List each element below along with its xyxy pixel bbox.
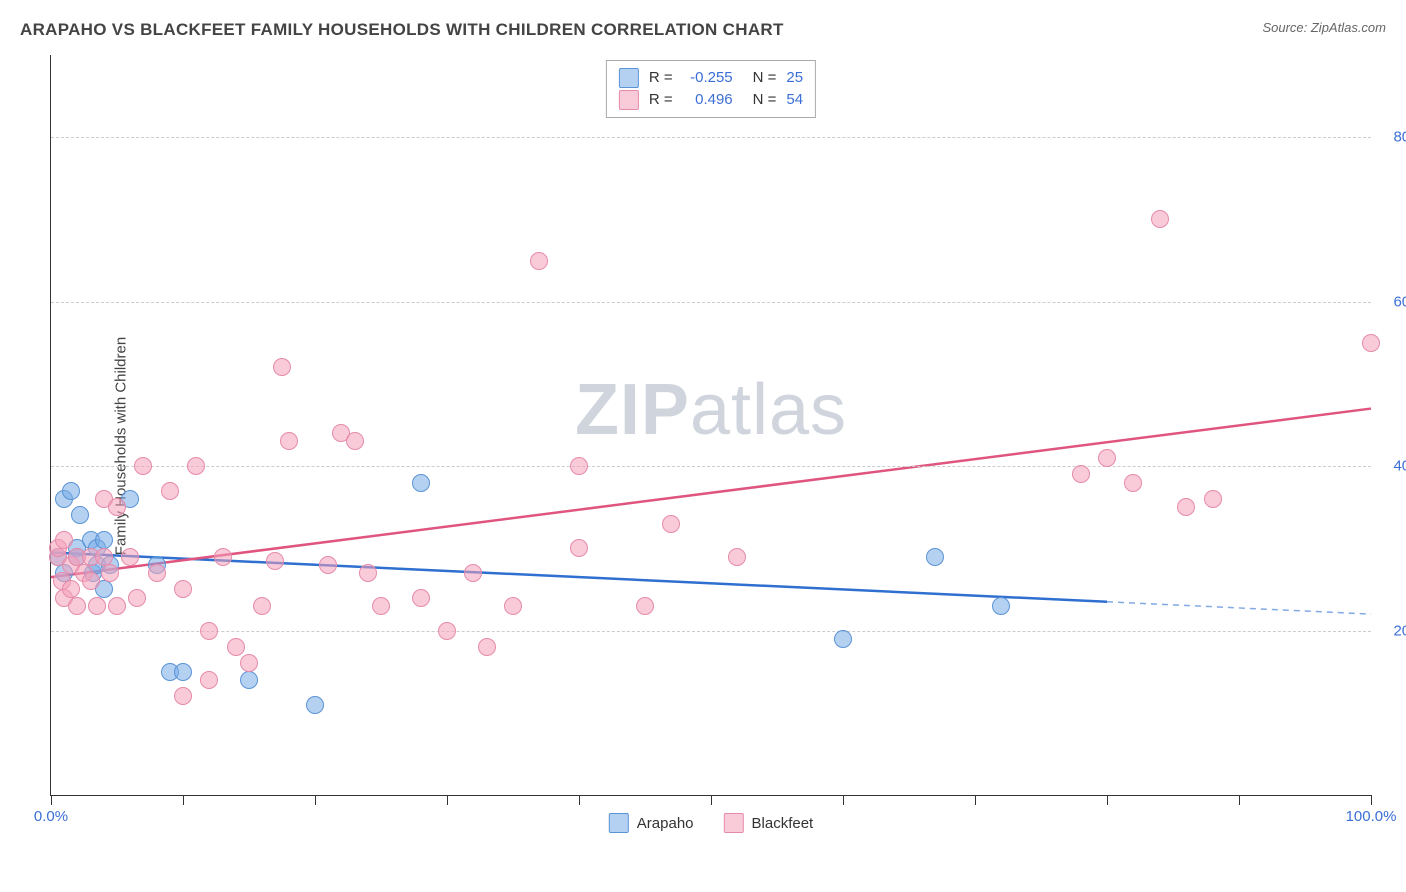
blackfeet-point	[88, 597, 106, 615]
blackfeet-point	[530, 252, 548, 270]
arapaho-point	[240, 671, 258, 689]
blackfeet-point	[280, 432, 298, 450]
blackfeet-point	[200, 622, 218, 640]
blackfeet-point	[636, 597, 654, 615]
arapaho-point	[62, 482, 80, 500]
blackfeet-point	[1124, 474, 1142, 492]
blackfeet-point	[359, 564, 377, 582]
blackfeet-swatch	[724, 813, 744, 833]
x-tick	[975, 795, 976, 805]
blackfeet-point	[214, 548, 232, 566]
x-tick-label: 100.0%	[1346, 808, 1397, 825]
blackfeet-swatch	[619, 90, 639, 110]
x-tick-label: 0.0%	[34, 808, 68, 825]
arapaho-point	[412, 474, 430, 492]
y-tick-label: 20.0%	[1376, 622, 1406, 639]
arapaho-swatch	[609, 813, 629, 833]
y-tick-label: 40.0%	[1376, 458, 1406, 475]
blackfeet-point	[95, 548, 113, 566]
blackfeet-point	[121, 548, 139, 566]
watermark: ZIPatlas	[575, 369, 847, 451]
blackfeet-point	[464, 564, 482, 582]
legend-label: Blackfeet	[752, 815, 814, 832]
x-tick	[51, 795, 52, 805]
blackfeet-point	[161, 482, 179, 500]
blackfeet-point	[253, 597, 271, 615]
blackfeet-point	[1204, 490, 1222, 508]
blackfeet-point	[174, 580, 192, 598]
blackfeet-point	[346, 432, 364, 450]
blackfeet-point	[134, 457, 152, 475]
blackfeet-point	[570, 539, 588, 557]
x-tick	[183, 795, 184, 805]
x-tick	[711, 795, 712, 805]
blackfeet-point	[1072, 465, 1090, 483]
blackfeet-point	[1098, 449, 1116, 467]
x-tick	[447, 795, 448, 805]
blackfeet-point	[62, 580, 80, 598]
blackfeet-point	[227, 638, 245, 656]
blackfeet-point	[128, 589, 146, 607]
arapaho-point	[95, 531, 113, 549]
blackfeet-point	[1151, 210, 1169, 228]
x-tick	[1371, 795, 1372, 805]
legend-row-arapaho: R = -0.255 N = 25	[619, 67, 803, 89]
blackfeet-point	[82, 572, 100, 590]
x-tick	[1107, 795, 1108, 805]
gridline	[51, 302, 1371, 303]
blackfeet-point	[372, 597, 390, 615]
arapaho-point	[834, 630, 852, 648]
arapaho-point	[926, 548, 944, 566]
blackfeet-point	[728, 548, 746, 566]
blackfeet-point	[273, 358, 291, 376]
x-tick	[1239, 795, 1240, 805]
legend-label: Arapaho	[637, 815, 694, 832]
arapaho-trendline-extend	[1107, 602, 1371, 614]
blackfeet-point	[412, 589, 430, 607]
arapaho-point	[992, 597, 1010, 615]
blackfeet-point	[438, 622, 456, 640]
blackfeet-point	[68, 597, 86, 615]
legend-row-blackfeet: R = 0.496 N = 54	[619, 89, 803, 111]
legend-item-blackfeet: Blackfeet	[724, 813, 814, 833]
blackfeet-point	[200, 671, 218, 689]
legend-item-arapaho: Arapaho	[609, 813, 694, 833]
source-attribution: Source: ZipAtlas.com	[1262, 20, 1386, 35]
series-legend: Arapaho Blackfeet	[609, 813, 813, 833]
chart-title: ARAPAHO VS BLACKFEET FAMILY HOUSEHOLDS W…	[20, 20, 784, 39]
correlation-legend: R = -0.255 N = 25 R = 0.496 N = 54	[606, 60, 816, 118]
gridline	[51, 631, 1371, 632]
y-tick-label: 60.0%	[1376, 293, 1406, 310]
blackfeet-point	[174, 687, 192, 705]
x-tick	[579, 795, 580, 805]
y-tick-label: 80.0%	[1376, 129, 1406, 146]
blackfeet-point	[240, 654, 258, 672]
arapaho-point	[306, 696, 324, 714]
blackfeet-point	[662, 515, 680, 533]
blackfeet-point	[108, 498, 126, 516]
x-tick	[315, 795, 316, 805]
x-tick	[843, 795, 844, 805]
arapaho-trendline	[51, 552, 1107, 601]
blackfeet-point	[570, 457, 588, 475]
gridline	[51, 137, 1371, 138]
blackfeet-point	[148, 564, 166, 582]
arapaho-swatch	[619, 68, 639, 88]
arapaho-point	[174, 663, 192, 681]
blackfeet-point	[55, 531, 73, 549]
blackfeet-point	[504, 597, 522, 615]
blackfeet-point	[1177, 498, 1195, 516]
blackfeet-point	[101, 564, 119, 582]
blackfeet-point	[319, 556, 337, 574]
blackfeet-point	[187, 457, 205, 475]
arapaho-point	[71, 506, 89, 524]
blackfeet-point	[1362, 334, 1380, 352]
blackfeet-point	[478, 638, 496, 656]
blackfeet-point	[108, 597, 126, 615]
chart-plot-area: ZIPatlas R = -0.255 N = 25 R = 0.496 N =…	[50, 55, 1371, 796]
gridline	[51, 466, 1371, 467]
blackfeet-point	[266, 552, 284, 570]
